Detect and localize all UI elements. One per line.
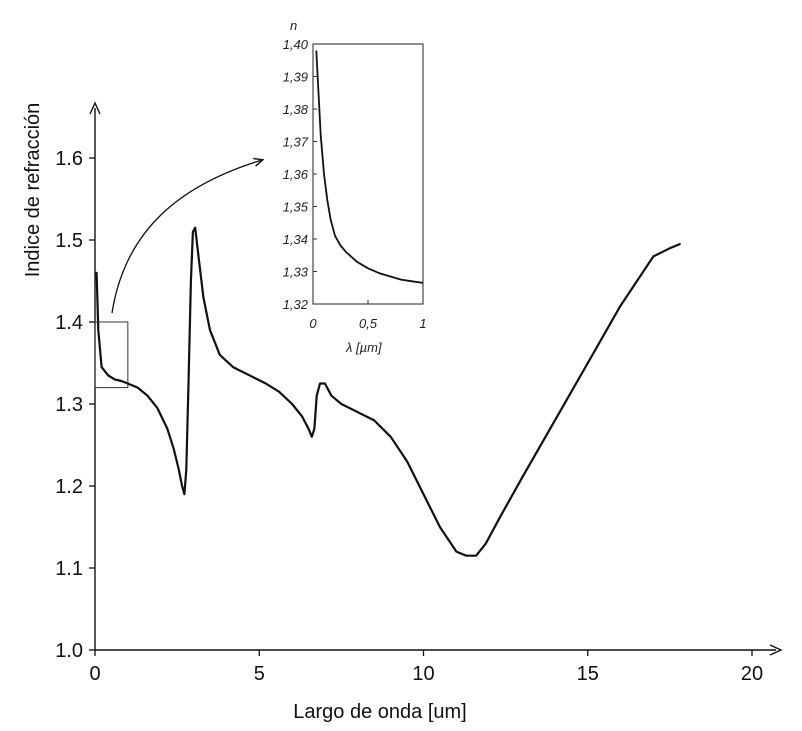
inset-series-line: [315, 50, 424, 284]
x-tick-label: 15: [577, 663, 599, 685]
inset-x-tick-label: 1: [419, 316, 426, 331]
inset-y-axis-title: n: [290, 18, 297, 33]
y-tick-label: 1.0: [55, 640, 83, 662]
y-axis-arrow: [89, 101, 101, 115]
y-tick-label: 1.3: [55, 394, 83, 416]
inset-y-tick-label: 1,39: [283, 70, 308, 85]
inset-x-axis-title: λ [µm]: [345, 340, 382, 355]
x-tick-label: 5: [254, 663, 265, 685]
inset-y-tick-label: 1,40: [283, 37, 309, 52]
series-line-refractive-index: [95, 226, 681, 557]
inset-x-tick-label: 0,5: [359, 316, 378, 331]
x-tick-group: 0 5 10 15 20: [89, 650, 763, 685]
zoom-arrow: [111, 160, 262, 314]
inset-y-tick-label: 1,35: [283, 200, 309, 215]
x-tick-label: 0: [89, 663, 100, 685]
inset-y-tick-label: 1,34: [283, 232, 308, 247]
y-tick-label: 1.2: [55, 476, 83, 498]
y-axis-title: Indice de refracción: [22, 103, 44, 278]
inset-x-tick-group: 0 0,5 1: [309, 300, 427, 331]
inset-y-tick-label: 1,33: [283, 265, 309, 280]
y-tick-label: 1.1: [55, 558, 83, 580]
x-tick-label: 20: [741, 663, 763, 685]
inset-y-tick-label: 1,37: [283, 135, 309, 150]
y-tick-label: 1.5: [55, 230, 83, 252]
x-axis-title: Largo de onda [um]: [293, 701, 466, 723]
y-tick-label: 1.4: [55, 312, 83, 334]
zoom-region-box: [94, 321, 129, 389]
inset-y-tick-label: 1,36: [283, 167, 309, 182]
inset-y-tick-label: 1,32: [283, 297, 309, 312]
x-tick-label: 10: [412, 663, 434, 685]
inset-y-tick-group: 1,32 1,33 1,34 1,35 1,36 1,37 1,38 1,39 1,40: [283, 37, 317, 312]
y-tick-label: 1.6: [55, 148, 83, 170]
inset-x-tick-label: 0: [309, 316, 317, 331]
inset-frame: [312, 43, 424, 305]
y-tick-group: 1.0 1.1 1.2 1.3 1.4 1.5 1.6: [55, 148, 95, 662]
inset-y-tick-label: 1,38: [283, 102, 309, 117]
x-axis-arrow: [769, 644, 783, 656]
